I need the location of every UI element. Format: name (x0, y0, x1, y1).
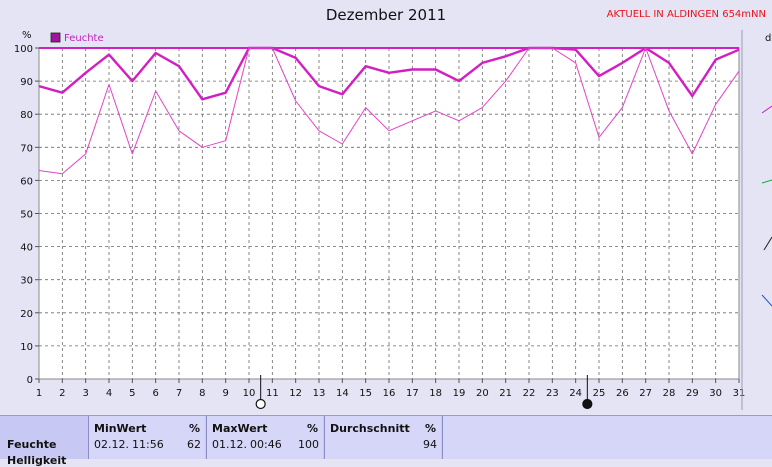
y-tick-label: 80 (20, 110, 33, 121)
x-tick-label: 22 (523, 388, 536, 399)
x-tick-label: 6 (152, 388, 158, 399)
max-time: 00:46 (250, 438, 282, 451)
right-panel-mark (763, 236, 772, 251)
x-tick-label: 7 (176, 388, 182, 399)
x-tick-label: 14 (336, 388, 349, 399)
x-tick-label: 24 (569, 388, 582, 399)
x-tick-label: 28 (663, 388, 676, 399)
max-header: MaxWert (212, 422, 268, 435)
x-tick-label: 15 (359, 388, 372, 399)
x-tick-label: 27 (639, 388, 652, 399)
y-tick-label: 20 (20, 309, 33, 320)
min-header: MinWert (94, 422, 147, 435)
chart-title: Dezember 2011 (325, 6, 447, 24)
x-tick-label: 2 (59, 388, 65, 399)
max-unit: % (307, 422, 319, 435)
avg-header: Durchschnitt (330, 422, 410, 435)
stats-row-label: Feuchte (7, 438, 57, 451)
min-value: 62 (187, 438, 201, 451)
moon-phase-symbols (255, 375, 593, 410)
x-tick-label: 9 (222, 388, 228, 399)
x-tick-label: 26 (616, 388, 629, 399)
x-tick-label: 4 (106, 388, 112, 399)
y-tick-label: 60 (20, 176, 33, 187)
x-tick-label: 3 (82, 388, 88, 399)
x-tick-label: 16 (383, 388, 396, 399)
min-time: 11:56 (132, 438, 164, 451)
x-tick-label: 31 (733, 388, 746, 399)
y-tick-label: 50 (20, 210, 33, 221)
avg-unit: % (425, 422, 437, 435)
min-date: 02.12. (94, 438, 129, 451)
x-tick-label: 13 (313, 388, 326, 399)
x-tick-label: 18 (429, 388, 442, 399)
x-tick-label: 23 (546, 388, 559, 399)
status-label: AKTUELL IN ALDINGEN 654mNN (606, 9, 766, 20)
x-tick-label: 10 (243, 388, 256, 399)
x-tick-labels: 1 2 3 4 5 6 7 8 9 10 11 12 13 14 15 16 17 18 19 20 21 22 23 24 2… (36, 379, 746, 399)
y-axis-unit: % (22, 30, 32, 41)
avg-column: Durchschnitt % 94 (324, 416, 441, 459)
statistics-panel: Feuchte Helligkeit MinWert % 02.12. 11:5… (0, 415, 772, 467)
stats-row-label-2: Helligkeit (7, 454, 67, 467)
x-tick-label: 20 (476, 388, 489, 399)
y-tick-label: 0 (27, 375, 33, 386)
y-tick-label: 30 (20, 276, 33, 287)
x-tick-label: 21 (499, 388, 512, 399)
y-tick-label: 10 (20, 342, 33, 353)
avg-value: 94 (423, 438, 437, 451)
y-tick-label: 90 (20, 77, 33, 88)
series-lines (38, 46, 740, 175)
max-value: 100 (298, 438, 319, 451)
legend-label: Feuchte (64, 33, 104, 44)
max-column: MaxWert % 01.12. 00:46 100 (206, 416, 323, 459)
legend-swatch (50, 32, 61, 43)
grid-lines (39, 48, 739, 379)
y-tick-labels: 0 10 20 30 40 50 60 70 80 90 100 (14, 44, 39, 386)
min-column: MinWert % 02.12. 11:56 62 (88, 416, 205, 459)
right-panel-mark (761, 294, 772, 307)
y-tick-label: 40 (20, 243, 33, 254)
x-tick-label: 12 (289, 388, 302, 399)
right-panel-mark (761, 105, 772, 114)
x-tick-label: 5 (129, 388, 135, 399)
x-tick-label: 17 (406, 388, 419, 399)
max-date: 01.12. (212, 438, 247, 451)
full-moon-icon (255, 398, 266, 410)
series-line-mean (38, 46, 740, 101)
empty-column (442, 416, 772, 459)
y-tick-label: 100 (14, 44, 33, 55)
series-line-min (38, 47, 740, 175)
x-tick-label: 30 (709, 388, 722, 399)
right-panel-letter: d (765, 33, 771, 44)
x-tick-label: 25 (593, 388, 606, 399)
x-tick-label: 11 (266, 388, 279, 399)
x-tick-label: 29 (686, 388, 699, 399)
right-panel-mark (761, 179, 772, 184)
x-tick-label: 1 (36, 388, 42, 399)
x-tick-label: 8 (199, 388, 205, 399)
y-tick-label: 70 (20, 143, 33, 154)
x-tick-label: 19 (453, 388, 466, 399)
new-moon-icon (582, 398, 593, 410)
min-unit: % (189, 422, 201, 435)
